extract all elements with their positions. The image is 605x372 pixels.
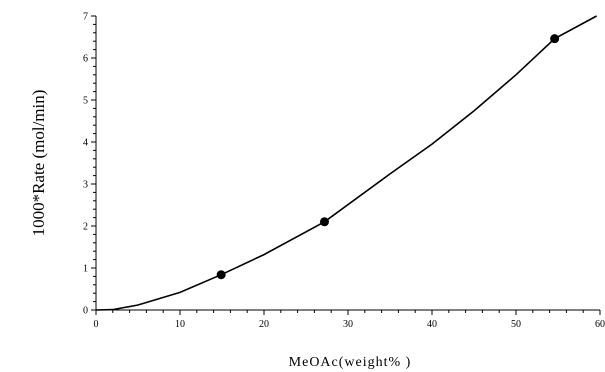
y-tick-label: 3 bbox=[83, 180, 88, 191]
x-tick-label: 10 bbox=[175, 319, 185, 330]
x-tick-label: 30 bbox=[343, 319, 353, 330]
y-tick-label: 0 bbox=[83, 306, 88, 317]
x-tick-label: 0 bbox=[94, 319, 99, 330]
x-axis-label: MeOAc(weight% ) bbox=[289, 355, 412, 370]
x-tick-label: 60 bbox=[595, 319, 605, 330]
y-tick-label: 5 bbox=[83, 96, 88, 107]
y-tick-label: 2 bbox=[83, 222, 88, 233]
x-tick-label: 20 bbox=[259, 319, 269, 330]
y-axis-label: 1000*Rate (mol/min) bbox=[29, 90, 48, 237]
fit-curve bbox=[95, 15, 597, 311]
y-tick-label: 6 bbox=[83, 54, 88, 65]
y-tick-label: 4 bbox=[83, 138, 88, 149]
x-tick-label: 50 bbox=[511, 319, 521, 330]
y-tick-label: 1 bbox=[83, 264, 88, 275]
data-point bbox=[550, 34, 560, 44]
y-tick-label: 7 bbox=[83, 12, 88, 23]
plot-area: 0 10 20 30 40 50 60 0 1 2 3 4 5 6 7 bbox=[83, 12, 605, 331]
data-point bbox=[216, 270, 226, 280]
x-tick-label: 40 bbox=[427, 319, 437, 330]
data-point bbox=[319, 217, 329, 227]
